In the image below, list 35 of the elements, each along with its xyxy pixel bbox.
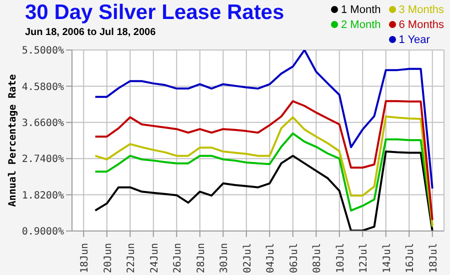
y-axis-title: Annual Percentage Rate: [8, 74, 19, 207]
x-tick-label: 02Jul: [242, 243, 254, 274]
x-tick-label: 16Jul: [405, 243, 416, 274]
chart-subtitle: Jun 18, 2006 to Jul 18, 2006: [25, 27, 156, 38]
x-tick-label: 28Jun: [196, 243, 207, 274]
legend-label: 1 Month: [340, 2, 381, 17]
x-tick-label: 30Jun: [219, 243, 230, 274]
legend-label: 1 Year: [398, 32, 431, 47]
x-tick-label: 24Jun: [149, 243, 160, 274]
y-tick-label: 1.8200%: [22, 190, 64, 202]
y-tick-label: 0.9000%: [22, 226, 64, 238]
y-tick-label: 4.5800%: [22, 82, 64, 93]
x-tick-label: 20Jun: [102, 243, 114, 274]
x-tick-label: 18Jul: [428, 243, 440, 274]
y-tick-label: 5.5000%: [22, 46, 64, 57]
line-series: [94, 116, 434, 228]
line-series: [94, 132, 434, 226]
x-tick-label: 12Jul: [358, 243, 370, 274]
legend-label: 3 Months: [398, 2, 444, 17]
x-tick-label: 06Jul: [288, 243, 300, 274]
x-tick-label: 18Jun: [80, 243, 91, 274]
x-tick-label: 04Jul: [266, 243, 277, 274]
x-tick-label: 10Jul: [335, 243, 346, 274]
line-series: [94, 150, 434, 231]
line-series: [94, 100, 434, 221]
line-series: [94, 50, 434, 190]
x-tick-label: 26Jun: [172, 243, 184, 274]
y-tick-label: 2.7400%: [22, 154, 64, 166]
y-tick-label: 3.6600%: [22, 118, 64, 129]
x-tick-label: 14Jul: [382, 243, 393, 274]
x-tick-label: 22Jun: [126, 243, 138, 274]
chart-title: 30 Day Silver Lease Rates: [25, 1, 284, 25]
legend-label: 6 Months: [398, 18, 444, 32]
legend-label: 2 Month: [340, 18, 381, 32]
x-tick-label: 08Jul: [312, 243, 324, 274]
